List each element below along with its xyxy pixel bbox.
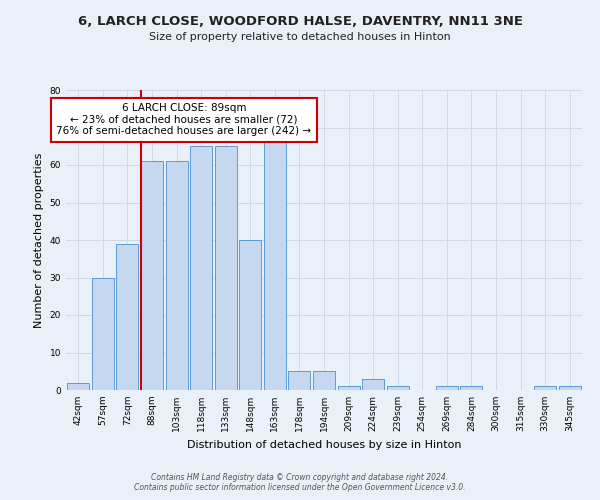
Bar <box>289 371 310 390</box>
Bar <box>559 386 581 390</box>
Bar <box>215 146 237 390</box>
Text: 6, LARCH CLOSE, WOODFORD HALSE, DAVENTRY, NN11 3NE: 6, LARCH CLOSE, WOODFORD HALSE, DAVENTRY… <box>77 15 523 28</box>
Bar <box>239 240 262 390</box>
Bar <box>67 382 89 390</box>
Bar <box>338 386 359 390</box>
Text: Size of property relative to detached houses in Hinton: Size of property relative to detached ho… <box>149 32 451 42</box>
Bar <box>313 371 335 390</box>
Bar <box>116 244 139 390</box>
Bar <box>166 161 188 390</box>
X-axis label: Distribution of detached houses by size in Hinton: Distribution of detached houses by size … <box>187 440 461 450</box>
Y-axis label: Number of detached properties: Number of detached properties <box>34 152 44 328</box>
Bar <box>386 386 409 390</box>
Bar <box>362 379 384 390</box>
Bar <box>460 386 482 390</box>
Text: 6 LARCH CLOSE: 89sqm
← 23% of detached houses are smaller (72)
76% of semi-detac: 6 LARCH CLOSE: 89sqm ← 23% of detached h… <box>56 103 311 136</box>
Text: Contains HM Land Registry data © Crown copyright and database right 2024.
Contai: Contains HM Land Registry data © Crown c… <box>134 473 466 492</box>
Bar <box>436 386 458 390</box>
Bar <box>534 386 556 390</box>
Bar <box>264 138 286 390</box>
Bar <box>92 278 114 390</box>
Bar <box>141 161 163 390</box>
Bar <box>190 146 212 390</box>
